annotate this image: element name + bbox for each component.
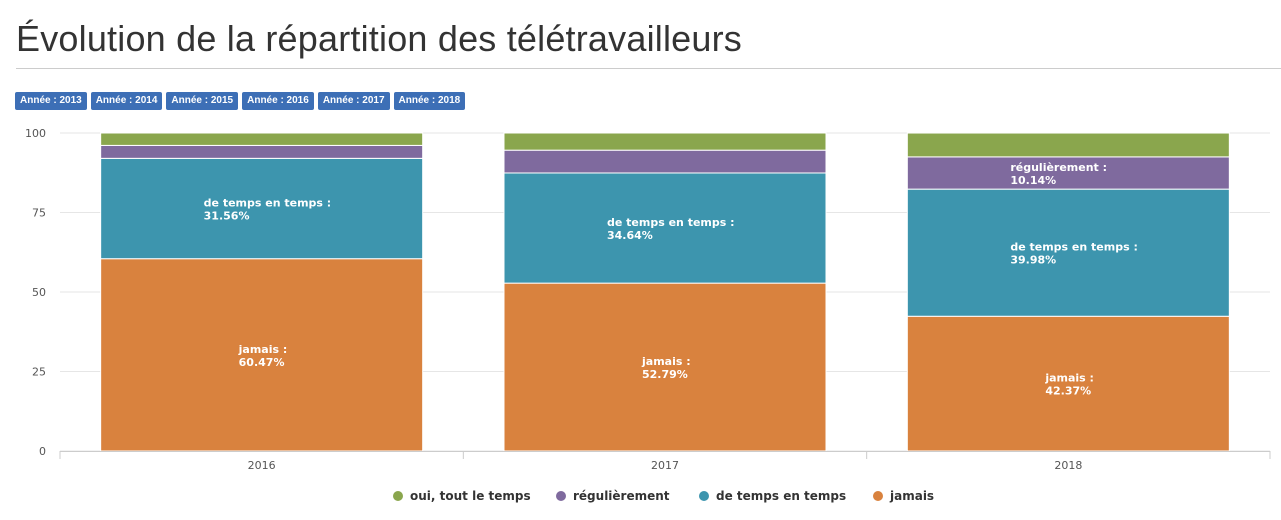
x-tick-label: 2018 — [1054, 459, 1082, 472]
legend-item-label[interactable]: oui, tout le temps — [410, 489, 531, 503]
data-label-name: de temps en temps : — [607, 216, 735, 229]
legend-item-label[interactable]: régulièrement — [573, 489, 670, 503]
bar-segment[interactable] — [503, 149, 827, 174]
legend-item-label[interactable]: jamais — [889, 489, 934, 503]
data-label-name: de temps en temps : — [1010, 241, 1138, 254]
bar-segment[interactable] — [906, 315, 1230, 452]
legend-marker[interactable] — [393, 491, 403, 501]
legend-marker[interactable] — [556, 491, 566, 501]
y-tick-label: 75 — [32, 207, 46, 220]
data-label-value: 60.47% — [239, 356, 285, 369]
bar-segment[interactable] — [906, 188, 1230, 317]
y-tick-label: 50 — [32, 286, 46, 299]
data-label-value: 34.64% — [607, 229, 653, 242]
bar-segment[interactable] — [503, 282, 827, 452]
y-tick-label: 0 — [39, 445, 46, 458]
x-tick-label: 2016 — [248, 459, 276, 472]
bar-segment[interactable] — [100, 157, 424, 260]
data-label-name: jamais : — [641, 355, 691, 368]
y-tick-label: 100 — [25, 127, 46, 140]
filter-button-2015[interactable]: Année : 2015 — [166, 92, 239, 110]
filter-button-2013[interactable]: Année : 2013 — [15, 92, 87, 110]
legend-item-label[interactable]: de temps en temps — [716, 489, 846, 503]
data-label-name: jamais : — [1044, 372, 1094, 385]
bar-segment[interactable] — [503, 172, 827, 284]
data-label-name: régulièrement : — [1010, 161, 1107, 174]
bar-segment[interactable] — [100, 144, 424, 159]
bar-segment[interactable] — [100, 132, 424, 146]
data-label-name: de temps en temps : — [204, 197, 332, 210]
page-title: Évolution de la répartition des télétrav… — [16, 18, 742, 59]
title-divider — [16, 68, 1281, 69]
filter-button-2016[interactable]: Année : 2016 — [242, 92, 314, 110]
data-label-value: 39.98% — [1010, 254, 1056, 267]
filter-button-2014[interactable]: Année : 2014 — [90, 92, 163, 110]
data-label-value: 52.79% — [642, 368, 688, 381]
data-label-name: jamais : — [238, 343, 288, 356]
data-label-value: 31.56% — [204, 210, 250, 223]
bar-segment[interactable] — [906, 132, 1230, 158]
x-tick-label: 2017 — [651, 459, 679, 472]
filter-button-2018[interactable]: Année : 2018 — [393, 92, 466, 110]
data-label-value: 10.14% — [1010, 174, 1056, 187]
year-filter-bar: Année : 2013 Année : 2014 Année : 2015 A… — [15, 92, 466, 110]
data-label-value: 42.37% — [1045, 385, 1091, 398]
filter-button-2017[interactable]: Année : 2017 — [317, 92, 390, 110]
legend-marker[interactable] — [699, 491, 709, 501]
y-tick-label: 25 — [32, 366, 46, 379]
bar-segment[interactable] — [906, 156, 1230, 190]
bar-segment[interactable] — [503, 132, 827, 151]
legend-marker[interactable] — [873, 491, 883, 501]
